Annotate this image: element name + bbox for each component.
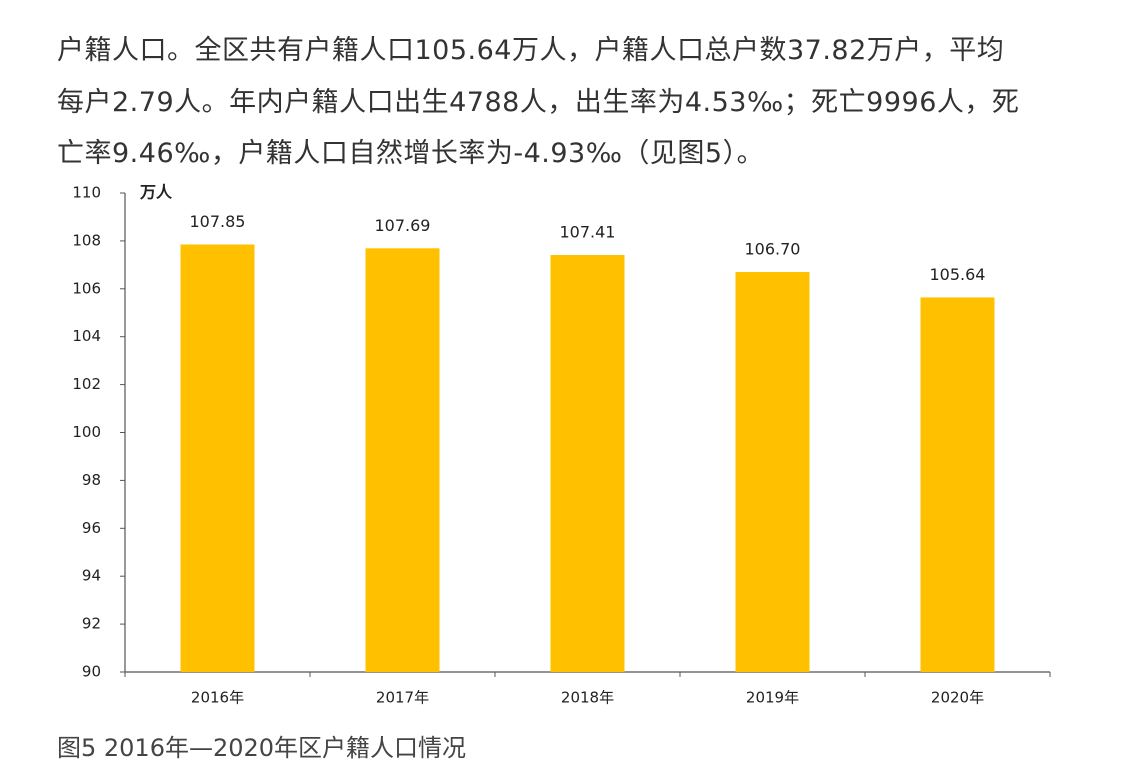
value-label: 107.41: [560, 223, 616, 242]
y-tick-label: 96: [82, 519, 101, 537]
chart: 万人 90 92 94 96 98 100 102 104 106 108 110 2016年 107.…: [72, 183, 1051, 707]
bar: [550, 255, 625, 672]
x-tick-label: 2019年: [746, 689, 799, 707]
y-tick-label: 92: [82, 615, 101, 633]
bar: [920, 297, 995, 672]
value-label: 107.85: [190, 212, 246, 231]
y-tick-label: 90: [82, 663, 101, 681]
y-tick-label: 98: [82, 471, 101, 489]
x-tick-label: 2016年: [191, 689, 244, 707]
paragraph-line: 亡率9.46‰，户籍人口自然增长率为-4.93‰（见图5）。: [57, 138, 765, 169]
bar: [365, 248, 440, 672]
y-tick-label: 100: [72, 423, 101, 441]
value-label: 106.70: [745, 240, 801, 259]
y-tick-label: 102: [72, 375, 101, 393]
bar: [180, 244, 255, 672]
y-tick-label: 110: [72, 184, 101, 202]
x-tick-label: 2017年: [376, 689, 429, 707]
value-label: 105.64: [930, 265, 986, 284]
bar: [735, 272, 810, 672]
y-tick-label: 94: [82, 567, 101, 585]
paragraph-line: 每户2.79人。年内户籍人口出生4788人，出生率为4.53‰；死亡9996人，…: [57, 87, 1020, 118]
value-label: 107.69: [375, 216, 431, 235]
y-tick-label: 106: [72, 279, 101, 297]
x-tick-label: 2020年: [931, 689, 984, 707]
y-tick-label: 104: [72, 327, 101, 345]
caption: 图5 2016年—2020年区户籍人口情况: [57, 734, 467, 762]
y-unit-label: 万人: [139, 183, 173, 202]
paragraph-line: 户籍人口。全区共有户籍人口105.64万人，户籍人口总户数37.82万户，平均: [57, 35, 1005, 66]
x-tick-label: 2018年: [561, 689, 614, 707]
y-tick-label: 108: [72, 231, 101, 249]
